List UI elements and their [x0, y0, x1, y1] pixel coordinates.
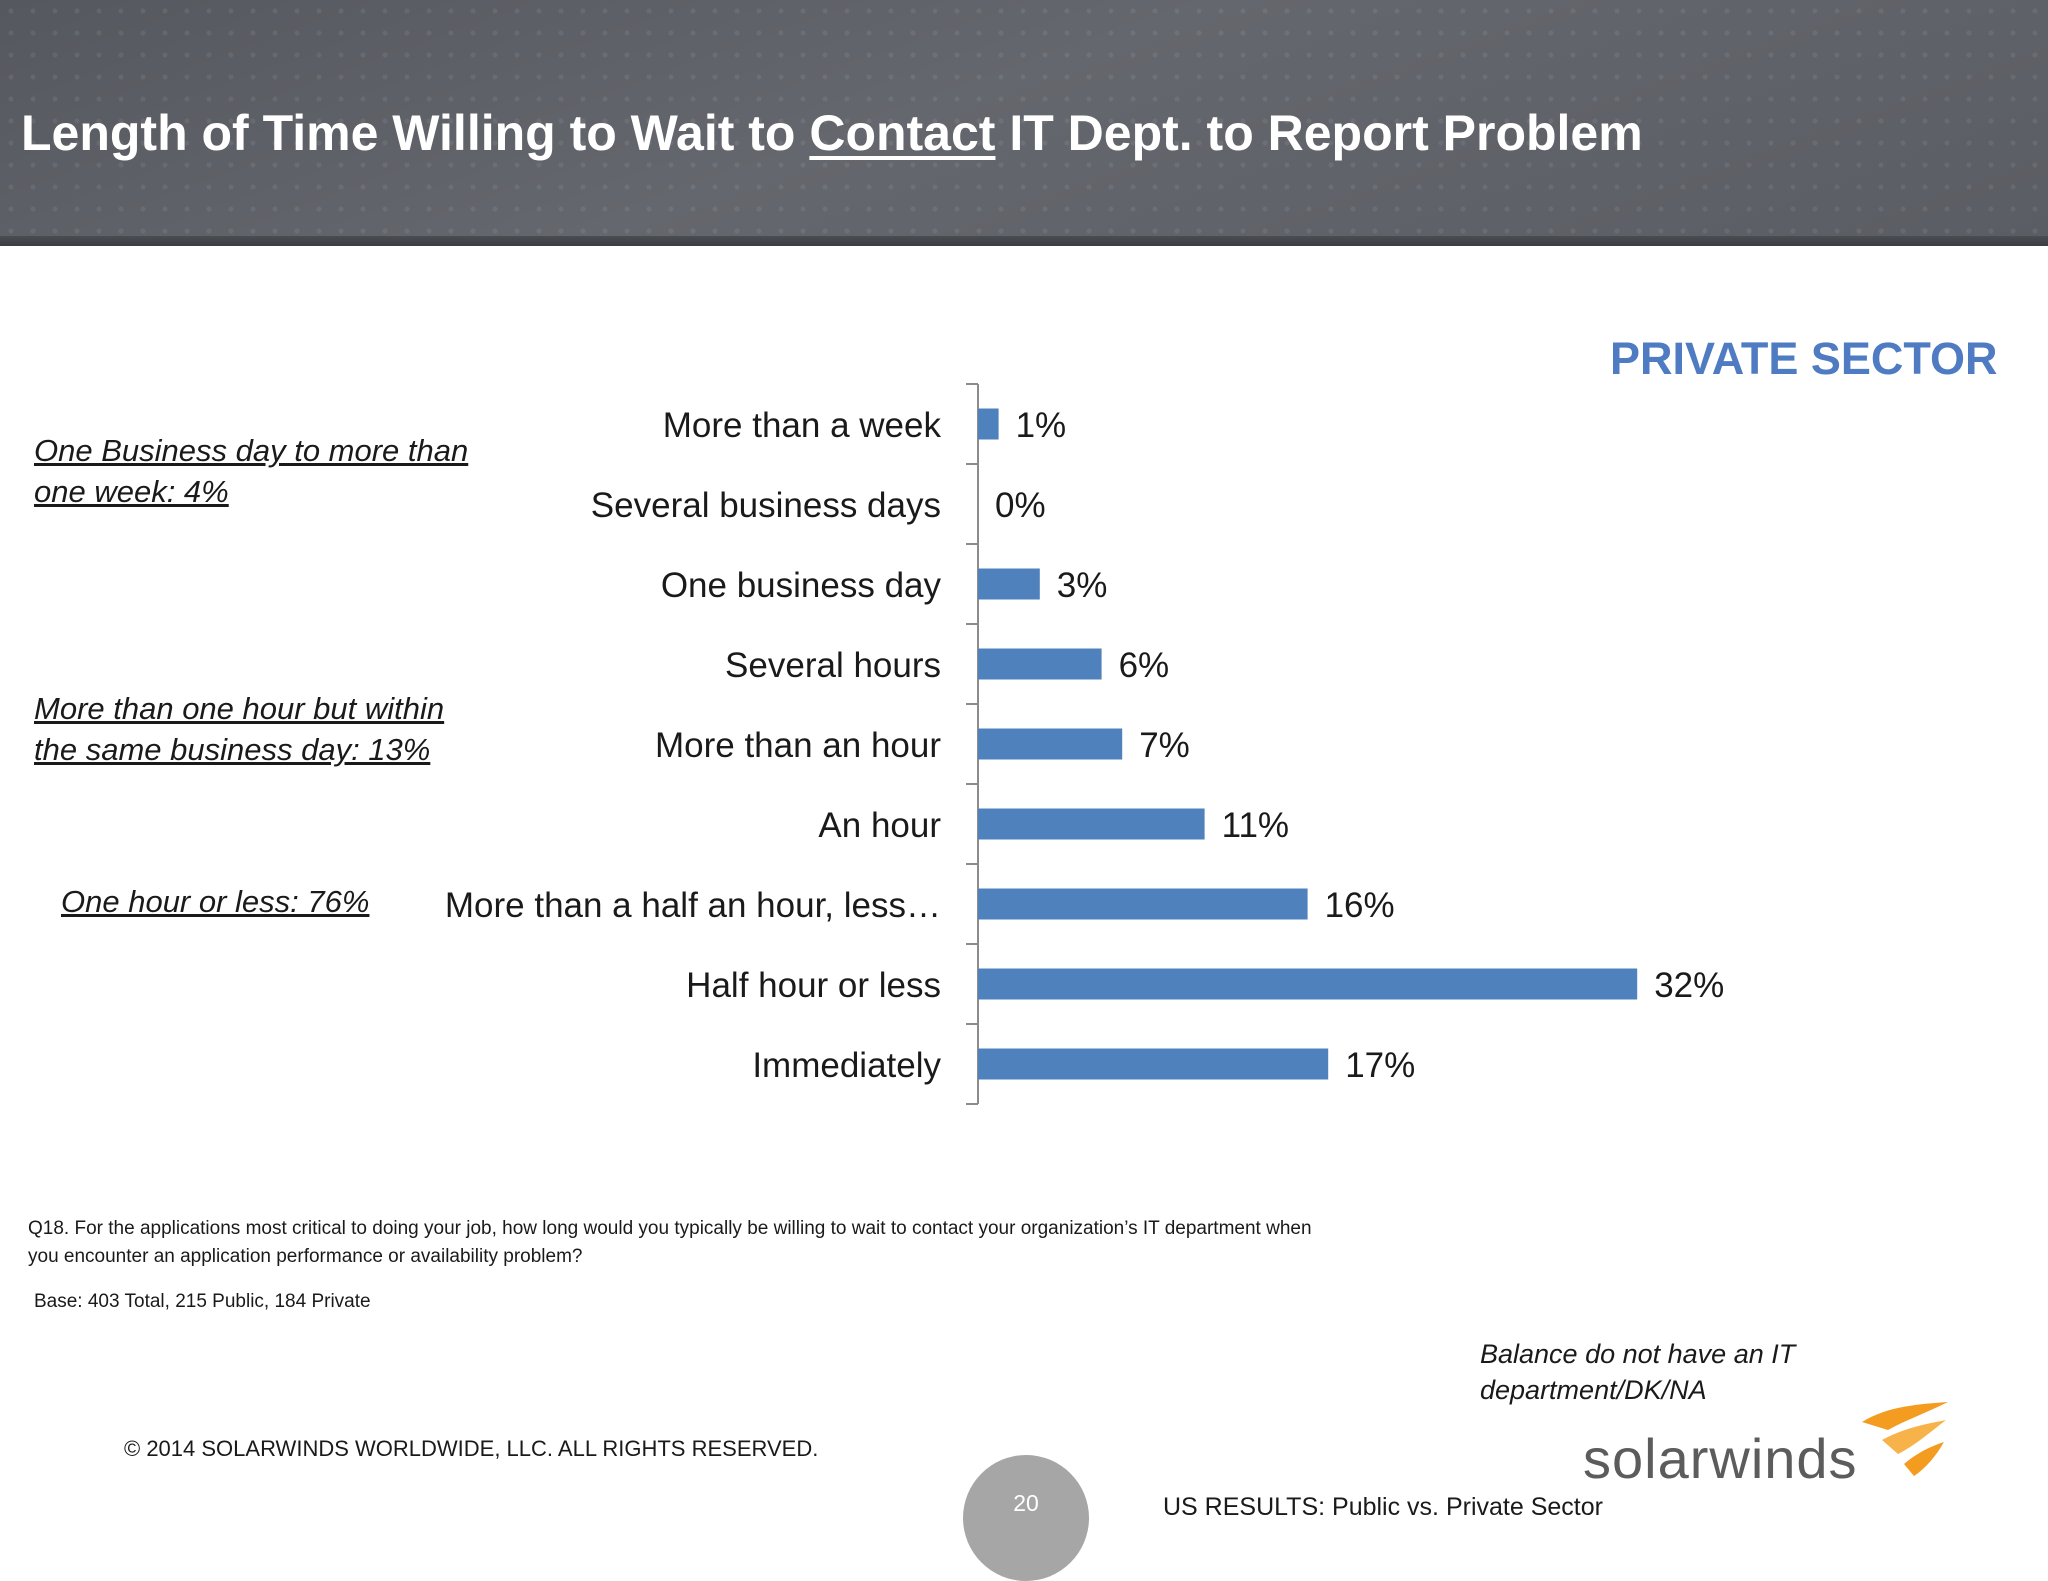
group-note-line: One hour or less: 76% [61, 884, 370, 919]
page-title: Length of Time Willing to Wait to Contac… [21, 104, 1643, 162]
flame-stroke [1904, 1442, 1944, 1476]
data-label: 17% [1345, 1046, 1415, 1085]
data-label: 16% [1325, 886, 1395, 925]
balance-note: Balance do not have an IT department/DK/… [1480, 1339, 1796, 1405]
flame-stroke [1862, 1402, 1948, 1430]
bar [978, 408, 999, 440]
category-label: More than a week [663, 406, 942, 445]
results-label: US RESULTS: Public vs. Private Sector [1163, 1493, 1603, 1521]
solarwinds-flame-icon [1862, 1402, 1948, 1476]
data-label: 11% [1222, 806, 1289, 845]
group-note-one-hour: One hour or less: 76% [61, 881, 369, 922]
data-label: 6% [1119, 646, 1170, 685]
group-note-business-day: One Business day to more than one week: … [34, 430, 468, 512]
group-note-line: the same business day: 13% [34, 732, 431, 767]
category-label: Half hour or less [686, 966, 941, 1005]
group-note-line: More than one hour but within [34, 691, 445, 726]
page-number: 20 [1013, 1490, 1039, 1516]
data-label: 7% [1139, 726, 1190, 765]
sample-base: Base: 403 Total, 215 Public, 184 Private [34, 1291, 371, 1312]
bar-chart: More than a week 1% Several business days 0… [445, 383, 1724, 1105]
category-label: Several business days [591, 486, 941, 525]
title-text-underlined: Contact [809, 105, 996, 161]
category-label: More than a half an hour, less… [445, 886, 941, 925]
page-number-bubble [963, 1455, 1089, 1581]
data-label: 32% [1654, 966, 1724, 1005]
bar [978, 728, 1123, 760]
category-label: An hour [818, 806, 941, 845]
data-label: 1% [1016, 406, 1067, 445]
title-text-end: IT Dept. to Report Problem [995, 105, 1643, 161]
bar [978, 968, 1638, 1000]
data-label: 0% [995, 486, 1046, 525]
group-note-line: One Business day to more than [34, 433, 469, 468]
bar [978, 568, 1040, 600]
sector-label: PRIVATE SECTOR [1610, 333, 1998, 384]
category-label: Immediately [752, 1046, 941, 1085]
bar [978, 808, 1205, 840]
bar [978, 888, 1308, 920]
flame-stroke [1882, 1420, 1946, 1454]
group-note-line: one week: 4% [34, 474, 229, 509]
header-banner: Length of Time Willing to Wait to Contac… [0, 0, 2048, 246]
survey-question: Q18. For the applications most critical … [28, 1218, 1312, 1267]
title-text-start: Length of Time Willing to Wait to [21, 105, 810, 161]
bar [978, 1048, 1329, 1080]
solarwinds-logo-text: solarwinds [1583, 1427, 1858, 1490]
category-label: Several hours [725, 646, 941, 685]
copyright-text: © 2014 SOLARWINDS WORLDWIDE, LLC. ALL RI… [124, 1436, 819, 1461]
category-label: More than an hour [655, 726, 941, 765]
bar [978, 648, 1102, 680]
group-note-same-day: More than one hour but within the same b… [34, 688, 444, 770]
data-label: 3% [1057, 566, 1108, 605]
category-label: One business day [661, 566, 942, 605]
